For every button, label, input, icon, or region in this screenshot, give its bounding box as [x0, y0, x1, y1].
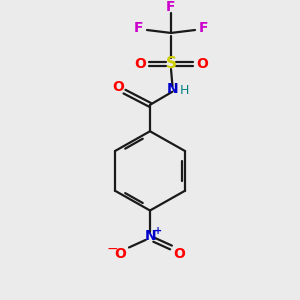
Text: N: N: [145, 229, 156, 243]
Text: +: +: [154, 226, 163, 236]
Text: O: O: [173, 247, 185, 261]
Text: N: N: [167, 82, 178, 96]
Text: O: O: [115, 247, 127, 261]
Text: S: S: [166, 56, 176, 71]
Text: O: O: [112, 80, 124, 94]
Text: F: F: [134, 21, 143, 35]
Text: H: H: [180, 84, 189, 97]
Text: −: −: [107, 242, 118, 256]
Text: F: F: [166, 0, 176, 14]
Text: F: F: [199, 21, 208, 35]
Text: O: O: [196, 57, 208, 71]
Text: O: O: [134, 57, 146, 71]
